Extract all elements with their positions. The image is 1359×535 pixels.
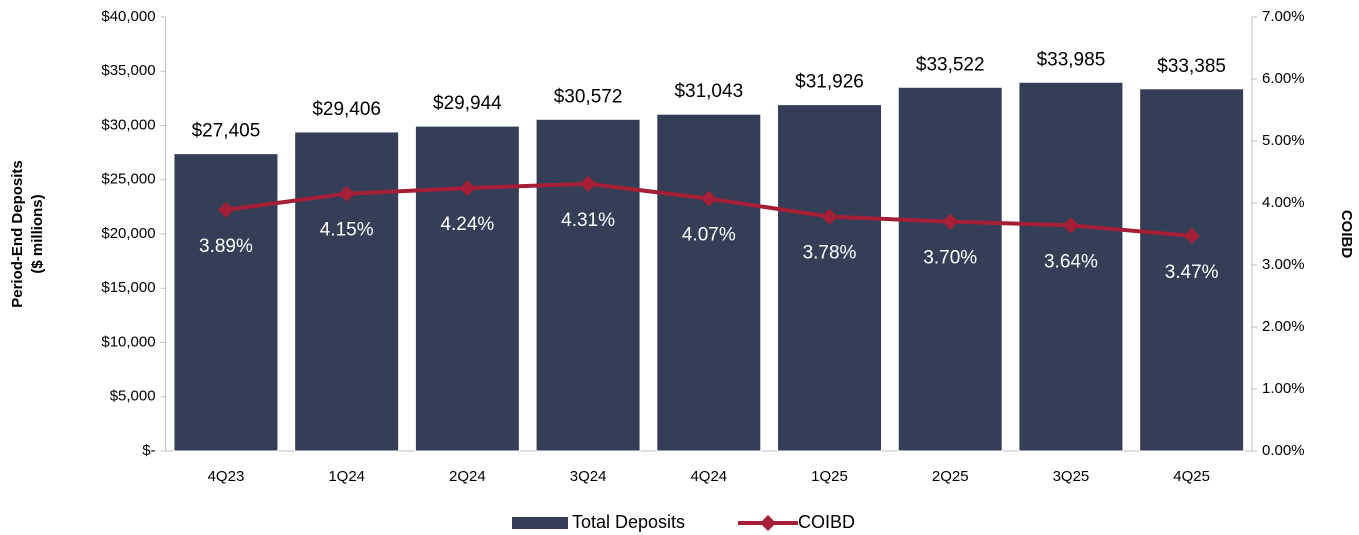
- line-value-label: 3.78%: [803, 243, 857, 264]
- line-value-label: 4.07%: [682, 225, 736, 246]
- bar-value-label: $33,985: [1037, 49, 1106, 70]
- bar: [777, 104, 883, 452]
- y-tick-label: $30,000: [101, 116, 155, 133]
- bar: [414, 125, 520, 452]
- bar: [535, 118, 641, 452]
- line-marker: [217, 201, 234, 218]
- legend-swatch: [512, 517, 568, 529]
- line-marker: [942, 213, 959, 230]
- y-tick-label: $10,000: [101, 333, 155, 350]
- y-tick-label: $15,000: [101, 279, 155, 296]
- y2-tick-label: 3.00%: [1262, 256, 1305, 273]
- bar: [897, 86, 1003, 452]
- line-value-label: 4.24%: [440, 214, 494, 235]
- y2-axis-title: COIBD: [1338, 210, 1355, 259]
- legend-label: COIBD: [798, 512, 855, 532]
- y-tick-label: $25,000: [101, 171, 155, 188]
- bar-value-label: $27,405: [192, 121, 261, 142]
- x-tick-label: 2Q24: [449, 468, 486, 485]
- y2-tick-label: 5.00%: [1262, 132, 1305, 149]
- bar: [173, 153, 279, 452]
- legend-label: Total Deposits: [572, 512, 685, 532]
- bar-value-label: $33,385: [1157, 56, 1226, 77]
- x-tick-label: 4Q24: [690, 468, 727, 485]
- line-marker: [459, 180, 476, 197]
- y2-tick-label: 2.00%: [1262, 318, 1305, 335]
- bar: [1018, 81, 1124, 452]
- y2-tick-label: 4.00%: [1262, 194, 1305, 211]
- line-value-label: 3.70%: [923, 248, 977, 269]
- y2-tick-label: 1.00%: [1262, 380, 1305, 397]
- bar-value-label: $29,406: [312, 99, 381, 120]
- x-tick-label: 1Q25: [811, 468, 848, 485]
- x-tick-label: 4Q23: [208, 468, 245, 485]
- line-marker: [580, 175, 597, 192]
- y-tick-label: $40,000: [101, 8, 155, 25]
- x-tick-label: 4Q25: [1173, 468, 1210, 485]
- y-tick-label: $-: [142, 442, 155, 459]
- line-value-label: 4.15%: [320, 220, 374, 241]
- y-axis-title: ($ millions): [29, 194, 46, 273]
- bar-value-label: $29,944: [433, 93, 502, 114]
- line-value-label: 3.47%: [1165, 262, 1219, 283]
- line-marker: [338, 185, 355, 202]
- bar-value-label: $30,572: [554, 86, 623, 107]
- bar: [294, 131, 400, 452]
- line-marker: [821, 208, 838, 225]
- line-value-label: 3.89%: [199, 236, 253, 257]
- y2-tick-label: 7.00%: [1262, 8, 1305, 25]
- x-tick-label: 3Q25: [1053, 468, 1090, 485]
- x-tick-label: 2Q25: [932, 468, 969, 485]
- y-axis-title: Period-End Deposits: [9, 160, 26, 308]
- bar: [1139, 88, 1245, 452]
- line-marker: [1062, 217, 1079, 234]
- line-value-label: 4.31%: [561, 210, 615, 231]
- bar-value-label: $33,522: [916, 54, 985, 75]
- line-marker: [1183, 227, 1200, 244]
- y-tick-label: $35,000: [101, 62, 155, 79]
- y2-tick-label: 6.00%: [1262, 70, 1305, 87]
- y2-tick-label: 0.00%: [1262, 442, 1305, 459]
- y-tick-label: $20,000: [101, 225, 155, 242]
- bar-value-label: $31,926: [795, 72, 864, 93]
- x-tick-label: 1Q24: [328, 468, 365, 485]
- bar: [656, 113, 762, 452]
- y-tick-label: $5,000: [110, 388, 156, 405]
- legend-marker: [760, 515, 776, 531]
- bar-value-label: $31,043: [674, 81, 743, 102]
- line-value-label: 3.64%: [1044, 251, 1098, 272]
- line-marker: [700, 190, 717, 207]
- x-tick-label: 3Q24: [570, 468, 607, 485]
